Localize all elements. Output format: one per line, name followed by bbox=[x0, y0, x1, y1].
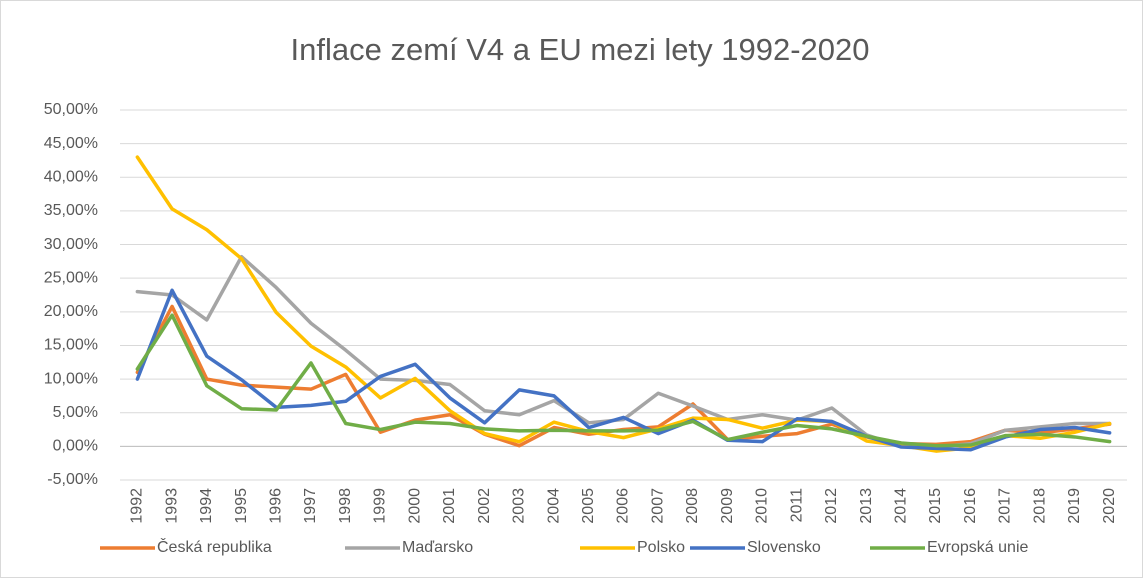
x-tick-label: 1999 bbox=[372, 488, 389, 524]
x-tick-label: 2020 bbox=[1101, 488, 1118, 524]
legend-label: Slovensko bbox=[747, 539, 821, 556]
legend-label: Maďarsko bbox=[402, 539, 473, 556]
y-tick-label: 5,00% bbox=[53, 404, 98, 421]
x-tick-label: 2007 bbox=[649, 488, 666, 524]
y-tick-label: 0,00% bbox=[53, 438, 98, 455]
x-tick-label: 2003 bbox=[511, 488, 528, 524]
x-tick-label: 2001 bbox=[441, 488, 458, 524]
y-tick-label: 15,00% bbox=[44, 337, 98, 354]
series-line bbox=[135, 288, 1112, 452]
y-tick-label: 40,00% bbox=[44, 168, 98, 185]
x-tick-label: 1993 bbox=[163, 488, 180, 524]
series-line bbox=[135, 313, 1112, 448]
x-tick-label: 2000 bbox=[406, 488, 423, 524]
y-tick-label: 45,00% bbox=[44, 135, 98, 152]
y-tick-label: 50,00% bbox=[44, 101, 98, 118]
y-tick-label: 25,00% bbox=[44, 269, 98, 286]
y-tick-label: 30,00% bbox=[44, 236, 98, 253]
legend-label: Polsko bbox=[637, 539, 685, 556]
y-tick-label: 35,00% bbox=[44, 202, 98, 219]
legend-label: Česká republika bbox=[157, 537, 272, 556]
x-tick-label: 1998 bbox=[337, 488, 354, 524]
x-tick-label: 1994 bbox=[198, 488, 215, 524]
y-tick-label: 20,00% bbox=[44, 303, 98, 320]
x-tick-label: 2010 bbox=[754, 488, 771, 524]
x-tick-label: 1995 bbox=[233, 488, 250, 524]
legend-label: Evropská unie bbox=[927, 539, 1028, 556]
x-tick-label: 2011 bbox=[788, 488, 805, 523]
x-tick-label: 2012 bbox=[823, 488, 840, 524]
x-tick-label: 2014 bbox=[893, 488, 910, 524]
x-tick-label: 2004 bbox=[545, 488, 562, 524]
chart-title: Inflace zemí V4 a EU mezi lety 1992-2020 bbox=[291, 32, 870, 67]
y-tick-label: -5,00% bbox=[47, 471, 98, 488]
x-tick-label: 1992 bbox=[129, 488, 146, 524]
x-tick-label: 2002 bbox=[476, 488, 493, 524]
x-tick-label: 2017 bbox=[997, 488, 1014, 524]
x-tick-label: 2016 bbox=[962, 488, 979, 524]
x-tick-label: 2006 bbox=[615, 488, 632, 524]
x-tick-label: 1996 bbox=[267, 488, 284, 524]
x-tick-label: 2018 bbox=[1031, 488, 1048, 524]
y-tick-label: 10,00% bbox=[44, 370, 98, 387]
x-tick-label: 2019 bbox=[1066, 488, 1083, 524]
x-tick-label: 2015 bbox=[927, 488, 944, 524]
x-tick-label: 2009 bbox=[719, 488, 736, 524]
x-tick-label: 1997 bbox=[302, 488, 319, 524]
x-tick-label: 2005 bbox=[580, 488, 597, 524]
x-tick-label: 2008 bbox=[684, 488, 701, 524]
x-tick-label: 2013 bbox=[858, 488, 875, 524]
